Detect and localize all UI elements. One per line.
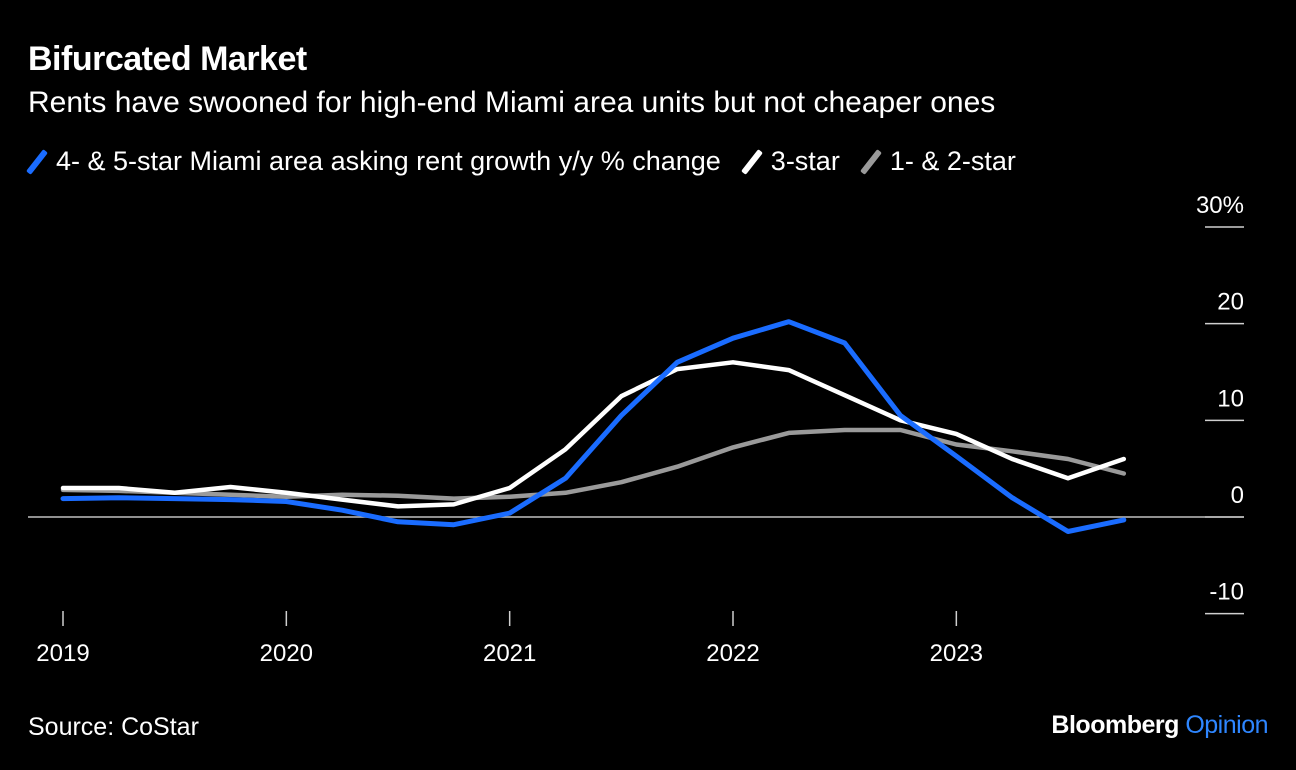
y-tick-label-4: -10 xyxy=(1209,579,1244,606)
chart-subtitle: Rents have swooned for high-end Miami ar… xyxy=(28,86,996,119)
chart-title: Bifurcated Market xyxy=(28,40,307,78)
series-line-2 xyxy=(60,360,1127,509)
source-note: Source: CoStar xyxy=(28,713,199,741)
brand-logo: Bloomberg Opinion xyxy=(1051,711,1268,740)
y-tick-label-1: 20 xyxy=(1217,289,1244,316)
x-tick-label-3: 2022 xyxy=(706,640,759,667)
x-tick-label-4: 2023 xyxy=(930,640,983,667)
legend-label-series2: 3-star xyxy=(770,146,840,176)
y-tick-label-0: 30% xyxy=(1196,192,1244,219)
x-tick-label-2: 2021 xyxy=(483,640,536,667)
x-tick-label-1: 2020 xyxy=(260,640,313,667)
y-tick-label-2: 10 xyxy=(1217,385,1244,412)
series-line-3 xyxy=(60,427,1127,501)
series-line-1 xyxy=(60,319,1127,534)
legend: 4- & 5-star Miami area asking rent growt… xyxy=(26,146,1038,177)
brand-accent: Opinion xyxy=(1185,711,1268,739)
y-tick-label-3: 0 xyxy=(1231,482,1244,509)
legend-label-series1: 4- & 5-star Miami area asking rent growt… xyxy=(56,146,721,176)
legend-item-series3: 1- & 2-star xyxy=(859,146,1016,177)
x-tick-label-0: 2019 xyxy=(36,640,89,667)
legend-label-series3: 1- & 2-star xyxy=(889,146,1016,176)
legend-item-series2: 3-star xyxy=(740,146,840,177)
brand-name: Bloomberg xyxy=(1051,711,1179,739)
legend-item-series1: 4- & 5-star Miami area asking rent growt… xyxy=(26,146,721,177)
